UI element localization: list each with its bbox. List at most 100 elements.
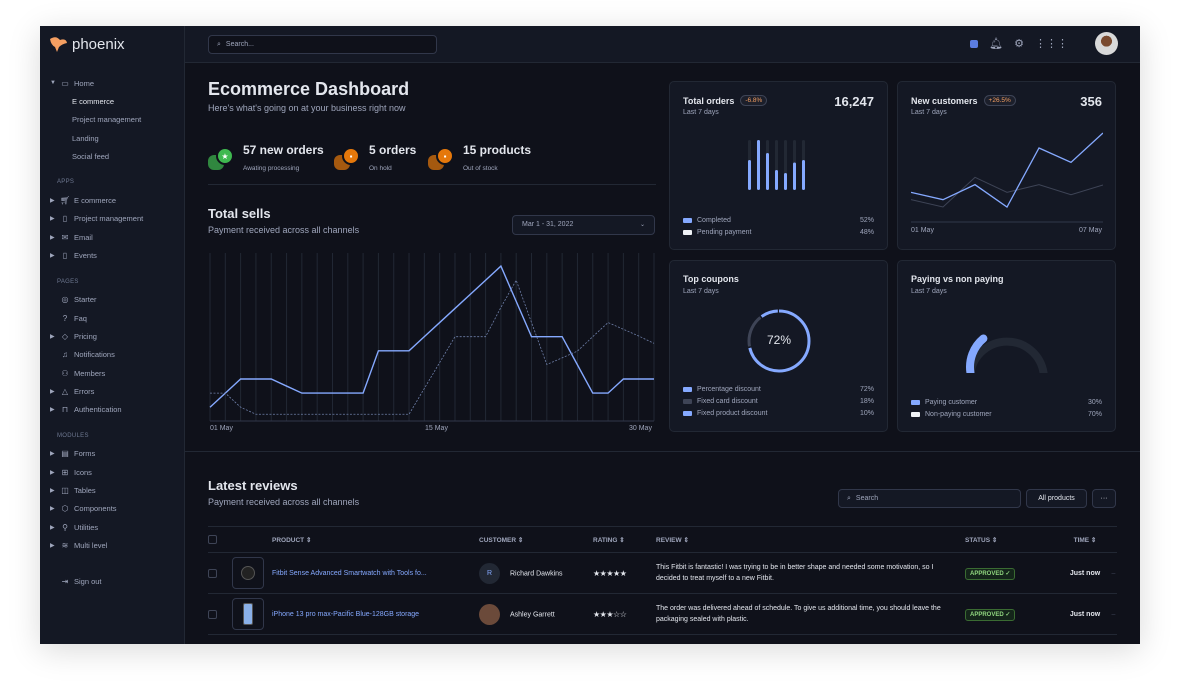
sidebar-subitem[interactable]: Project management bbox=[72, 115, 142, 125]
sidebar-item[interactable]: ◎ Starter bbox=[61, 295, 97, 305]
stat-icon: ★ bbox=[208, 147, 236, 171]
column-header-product[interactable]: PRODUCT ⇕ bbox=[272, 526, 479, 553]
bar bbox=[802, 160, 805, 190]
apps-grid-icon[interactable]: ⋮⋮⋮ bbox=[1035, 38, 1068, 50]
product-thumbnail[interactable] bbox=[232, 598, 264, 630]
sign-out-button[interactable]: ⇥ Sign out bbox=[61, 577, 102, 587]
sidebar-item[interactable]: ▶ ◫ Tables bbox=[50, 485, 96, 495]
total-orders-value: 16,247 bbox=[834, 94, 874, 109]
sidebar-item[interactable]: ▶ ⬡ Components bbox=[50, 504, 117, 514]
sidebar-section-title: MODULES bbox=[57, 432, 89, 439]
select-all-checkbox[interactable] bbox=[208, 535, 217, 544]
reviews-table: PRODUCT ⇕ CUSTOMER ⇕ RATING ⇕ REVIEW ⇕ S… bbox=[208, 526, 1117, 635]
sidebar-item[interactable]: ? Faq bbox=[40, 309, 185, 327]
sidebar-item[interactable]: ▶ ✉ Email bbox=[50, 232, 93, 242]
row-actions-icon[interactable]: – bbox=[1110, 552, 1117, 594]
global-search-input[interactable]: ⌕ Search... bbox=[208, 35, 437, 54]
latest-reviews-section: Latest reviews Payment received across a… bbox=[185, 451, 1140, 644]
caret-right-icon: ▶ bbox=[50, 253, 55, 260]
x-tick-label: 01 May bbox=[210, 425, 233, 432]
sidebar-item[interactable]: ▶ ⊞ Icons bbox=[50, 467, 92, 477]
row-checkbox[interactable] bbox=[208, 568, 217, 578]
row-checkbox[interactable] bbox=[208, 609, 217, 619]
customer-cell[interactable]: R Richard Dawkins bbox=[479, 552, 593, 594]
bar bbox=[775, 170, 778, 190]
customer-cell[interactable]: Ashley Garrett bbox=[479, 593, 593, 635]
divider bbox=[208, 184, 656, 185]
date-range-select[interactable]: Mar 1 - 31, 2022 ⌄ bbox=[512, 215, 655, 235]
clipboard-icon: ▯ bbox=[62, 214, 68, 224]
top-header: ⌕ Search... 🔔︎ ⚙ ⋮⋮⋮ bbox=[185, 26, 1140, 63]
sidebar-item[interactable]: ▶ ▯ Project management bbox=[50, 214, 144, 224]
bar bbox=[766, 153, 769, 190]
search-icon: ⌕ bbox=[217, 40, 221, 48]
date-range-value: Mar 1 - 31, 2022 bbox=[522, 221, 574, 228]
review-text: This Fitbit is fantastic! I was trying t… bbox=[656, 552, 965, 594]
customers-line-chart bbox=[911, 132, 1103, 223]
all-products-button[interactable]: All products bbox=[1026, 489, 1087, 508]
bell-icon[interactable]: 🔔︎ bbox=[989, 38, 1004, 50]
sidebar-subitem[interactable]: Landing bbox=[72, 133, 99, 143]
sidebar-subitem[interactable]: E commerce bbox=[72, 96, 115, 106]
column-header-customer[interactable]: CUSTOMER ⇕ bbox=[479, 526, 593, 553]
more-options-button[interactable]: ··· bbox=[1092, 489, 1116, 508]
sidebar-item[interactable]: ▶ ▤ Forms bbox=[50, 449, 96, 459]
new-customers-value: 356 bbox=[1080, 94, 1102, 109]
caret-right-icon: ▶ bbox=[50, 216, 55, 223]
column-header-status[interactable]: STATUS ⇕ bbox=[965, 526, 1060, 553]
caret-right-icon: ▶ bbox=[50, 524, 55, 531]
page-title: Ecommerce Dashboard bbox=[208, 79, 410, 99]
column-header-review[interactable]: REVIEW ⇕ bbox=[656, 526, 965, 553]
sidebar-item[interactable]: ▶ 🛒︎ E commerce bbox=[50, 196, 117, 206]
sidebar-subitem[interactable]: Social feed bbox=[72, 151, 110, 161]
grid-icon: ⊞ bbox=[61, 467, 69, 477]
x-tick-label: 01 May bbox=[911, 227, 934, 234]
sidebar-item[interactable]: ▶ ⊓ Authentication bbox=[50, 405, 122, 415]
review-time: Just now bbox=[1060, 593, 1110, 635]
clipboard-icon: ▯ bbox=[62, 251, 68, 261]
card-subtitle: Last 7 days bbox=[911, 288, 947, 295]
donut-slice bbox=[747, 309, 811, 373]
card-title: Paying vs non paying bbox=[911, 274, 1004, 284]
sidebar-item[interactable]: ▶ △ Errors bbox=[50, 386, 95, 396]
table-header-row: PRODUCT ⇕ CUSTOMER ⇕ RATING ⇕ REVIEW ⇕ S… bbox=[208, 526, 1117, 553]
column-header-time[interactable]: TIME ⇕ bbox=[1060, 526, 1110, 553]
tool-icon: ⚲ bbox=[62, 522, 68, 532]
table-row: iPhone 13 pro max-Pacific Blue-128GB sto… bbox=[208, 593, 1117, 635]
layers-icon: ≋ bbox=[61, 540, 69, 550]
product-thumbnail[interactable] bbox=[232, 557, 264, 589]
column-header-rating[interactable]: RATING ⇕ bbox=[593, 526, 656, 553]
reviews-search-input[interactable]: ⌕ Search bbox=[838, 489, 1021, 508]
sidebar-item[interactable]: ▶ ▯ Events bbox=[50, 251, 97, 261]
product-link[interactable]: iPhone 13 pro max-Pacific Blue-128GB sto… bbox=[272, 610, 420, 618]
total-sells-subtitle: Payment received across all channels bbox=[208, 225, 360, 235]
logo[interactable]: phoenix bbox=[48, 35, 125, 53]
stat-icon: ▪ bbox=[428, 147, 456, 171]
status-badge: APPROVED ✓ bbox=[965, 567, 1016, 580]
product-link[interactable]: Fitbit Sense Advanced Smartwatch with To… bbox=[272, 569, 427, 577]
brand-name: phoenix bbox=[72, 35, 125, 53]
theme-toggle-icon[interactable] bbox=[970, 39, 979, 48]
gear-icon[interactable]: ⚙ bbox=[1014, 38, 1024, 50]
gauge-fill bbox=[966, 334, 988, 373]
sidebar-item[interactable]: ♫ Notifications bbox=[62, 350, 115, 360]
sidebar-item[interactable]: ▶ ⚲ Utilities bbox=[50, 522, 99, 532]
orders-bar-chart bbox=[748, 140, 805, 190]
sidebar-item[interactable]: ▶ ≋ Multi level bbox=[50, 540, 108, 550]
card-subtitle: Last 7 days bbox=[683, 109, 719, 116]
sidebar-item-home[interactable]: ▼ ▭ Home bbox=[50, 78, 95, 88]
lock-icon: ⊓ bbox=[61, 405, 69, 415]
sidebar-item[interactable]: ▶ ◇ Pricing bbox=[50, 331, 97, 341]
package-icon: ⬡ bbox=[61, 504, 69, 514]
donut-slice bbox=[747, 309, 811, 373]
stat-icon: ▪ bbox=[334, 147, 362, 171]
card-title: Top coupons bbox=[683, 274, 739, 284]
compass-icon: ◎ bbox=[61, 295, 69, 305]
sidebar-item[interactable]: ⚇ Members bbox=[61, 368, 106, 378]
phoenix-logo-icon bbox=[50, 37, 67, 52]
donut-center-label: 72% bbox=[766, 333, 792, 347]
row-actions-icon[interactable]: – bbox=[1110, 593, 1117, 635]
user-avatar[interactable] bbox=[1095, 32, 1118, 55]
change-badge: -6.8% bbox=[740, 95, 768, 106]
caret-right-icon: ▶ bbox=[50, 487, 55, 494]
